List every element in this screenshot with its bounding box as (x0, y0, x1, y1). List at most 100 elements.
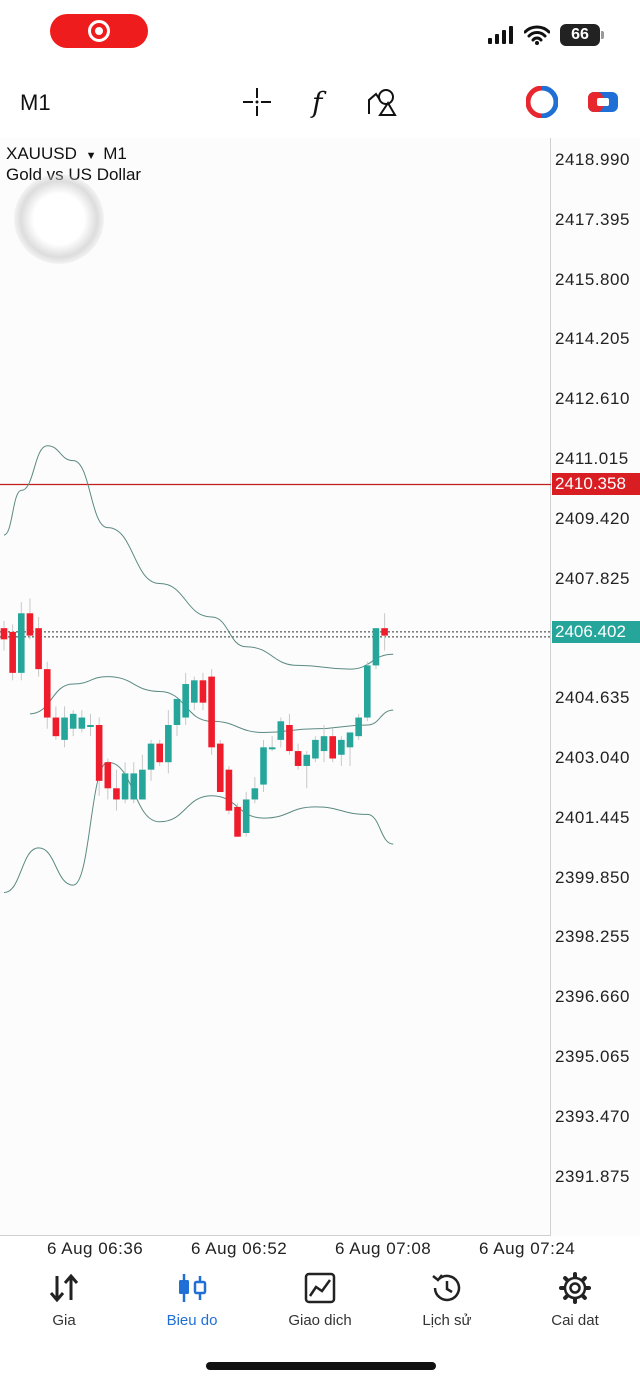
candle-body (69, 713, 77, 729)
candle-body (87, 724, 94, 727)
price-axis-label: 2415.800 (555, 269, 630, 289)
candle-body (216, 743, 224, 793)
candle-body (355, 717, 362, 737)
price-axis-label: 2404.635 (555, 688, 630, 708)
time-axis-label: 6 Aug 06:36 (47, 1239, 144, 1258)
status-bar: 66 (0, 0, 640, 64)
svg-text:f: f (310, 86, 327, 118)
bottom-navigation: Gia Bieu do Giao dich Lịch sử (0, 1262, 640, 1342)
price-axis-label: 2409.420 (555, 508, 630, 528)
candle-body (329, 736, 336, 759)
candle-body (78, 717, 86, 729)
settings-icon (559, 1272, 591, 1304)
candle-body (52, 717, 60, 737)
screen-recording-indicator[interactable] (50, 14, 148, 48)
chart-icon (179, 1274, 207, 1302)
quotes-icon (49, 1273, 79, 1303)
candle-body (303, 754, 311, 766)
candle-body (113, 788, 120, 800)
candle-body (147, 743, 155, 770)
price-axis-label: 2417.395 (555, 209, 630, 229)
current-price-tag: 2406.402 (552, 621, 640, 643)
candle-body (61, 717, 68, 740)
bollinger-upper-band (3, 445, 394, 670)
candle-body (346, 732, 354, 748)
nav-chart[interactable]: Bieu do (137, 1272, 247, 1329)
home-indicator[interactable] (206, 1362, 436, 1370)
one-click-trading-icon[interactable] (587, 86, 619, 118)
symbol-header[interactable]: XAUUSD ▼ M1 (6, 144, 127, 164)
price-axis-label: 2401.445 (555, 807, 630, 827)
candle-body (372, 628, 380, 666)
time-axis-label: 6 Aug 07:08 (335, 1239, 432, 1258)
time-axis-label: 6 Aug 06:52 (191, 1239, 288, 1258)
candle-body (130, 773, 138, 800)
candle-body (286, 724, 293, 752)
candle-body (381, 628, 388, 636)
candle-body (242, 799, 250, 833)
candle-body (0, 628, 8, 640)
wifi-icon (524, 25, 550, 45)
price-axis-label: 2411.015 (555, 449, 629, 468)
price-axis-label: 2399.850 (555, 867, 630, 887)
chart-area[interactable]: XAUUSD ▼ M1 Gold vs US Dollar 2418.990 24… (0, 138, 640, 1236)
nav-trade[interactable]: Giao dich (265, 1272, 375, 1329)
candle-body (165, 724, 172, 763)
candle-body (35, 628, 42, 670)
price-axis-label: 2412.610 (555, 389, 630, 409)
candle-body (260, 747, 267, 785)
nav-label: Cai dat (551, 1312, 599, 1329)
nav-label: Lịch sử (422, 1312, 472, 1329)
price-axis-label: 2396.660 (555, 987, 630, 1007)
crosshair-icon[interactable] (241, 86, 273, 118)
symbol-name: XAUUSD (6, 144, 77, 163)
price-axis-label: 2403.040 (555, 748, 630, 767)
bollinger-lower-band (3, 761, 394, 894)
candle-body (312, 739, 319, 759)
candle-body (364, 665, 371, 718)
timeframe-selector[interactable]: M1 (20, 90, 51, 115)
status-icons: 66 (488, 24, 604, 46)
candle-body (320, 736, 328, 752)
price-axis-label: 2391.875 (555, 1166, 630, 1186)
candle-body (43, 669, 51, 718)
price-axis-label: 2407.825 (555, 568, 630, 588)
trade-icon (304, 1272, 336, 1304)
objects-icon[interactable] (366, 86, 398, 118)
nav-quotes[interactable]: Gia (9, 1272, 119, 1329)
price-axis-label: 2395.065 (555, 1047, 630, 1066)
chart-toolbar: M1 f (0, 64, 640, 138)
candle-body (182, 684, 189, 718)
price-chart[interactable] (0, 138, 551, 1236)
candle-body (139, 769, 146, 800)
price-axis-label: 2418.990 (555, 150, 630, 169)
candle-body (9, 631, 16, 673)
time-axis-label: 6 Aug 07:24 (479, 1239, 576, 1258)
oco-icon[interactable] (526, 86, 558, 118)
candle-body (199, 680, 207, 703)
candle-body (173, 698, 181, 725)
symbol-dropdown-icon: ▼ (85, 150, 97, 162)
chart-timeframe: M1 (103, 144, 127, 163)
nav-label: Gia (52, 1312, 76, 1329)
candle-body (208, 676, 215, 748)
history-icon (432, 1274, 461, 1302)
candle-body (95, 724, 103, 781)
candle-body (294, 751, 302, 766)
nav-history[interactable]: Lịch sử (392, 1272, 502, 1329)
price-axis-label: 2414.205 (555, 329, 630, 349)
candle-body (104, 762, 112, 789)
red-line-price-tag: 2410.358 (552, 473, 640, 495)
indicators-icon[interactable]: f (304, 86, 336, 118)
candle-body (268, 747, 276, 750)
price-axis-label: 2393.470 (555, 1106, 630, 1126)
candle-body (121, 773, 129, 800)
nav-label: Giao dich (288, 1312, 352, 1329)
bollinger-middle-band (29, 676, 394, 733)
candle-body (277, 721, 285, 740)
candle-body (18, 613, 25, 673)
price-axis-label: 2398.255 (555, 927, 630, 947)
nav-settings[interactable]: Cai dat (520, 1272, 630, 1329)
cellular-signal-icon (488, 26, 513, 44)
candle-body (26, 613, 34, 636)
